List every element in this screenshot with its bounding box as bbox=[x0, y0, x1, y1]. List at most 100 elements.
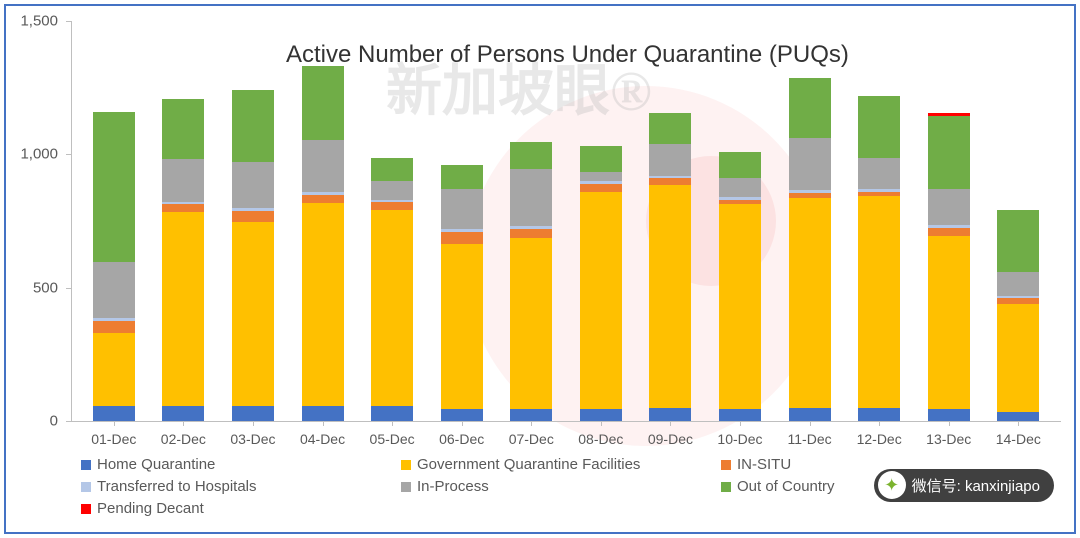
bar-segment-gqf bbox=[997, 304, 1039, 412]
bar-segment-inprocess bbox=[719, 178, 761, 197]
bar-segment-gqf bbox=[858, 196, 900, 408]
x-tick-label: 12-Dec bbox=[844, 431, 914, 447]
x-tick-label: 11-Dec bbox=[775, 431, 845, 447]
legend-item: Home Quarantine bbox=[81, 456, 371, 473]
legend-swatch bbox=[81, 504, 91, 514]
legend-label: In-Process bbox=[417, 478, 489, 495]
x-tick-label: 03-Dec bbox=[218, 431, 288, 447]
stacked-bar bbox=[649, 113, 691, 421]
legend-swatch bbox=[81, 482, 91, 492]
legend-item: Government Quarantine Facilities bbox=[401, 456, 691, 473]
y-tick-label: 500 bbox=[33, 279, 58, 296]
legend-item: Pending Decant bbox=[81, 500, 371, 517]
bar-segment-gqf bbox=[441, 244, 483, 409]
bar-segment-insitu bbox=[510, 229, 552, 238]
legend-swatch bbox=[401, 460, 411, 470]
bar-column bbox=[79, 21, 149, 421]
legend-item: Transferred to Hospitals bbox=[81, 478, 371, 495]
bar-segment-gqf bbox=[232, 222, 274, 406]
bar-segment-home bbox=[441, 409, 483, 421]
bar-segment-insitu bbox=[580, 184, 622, 192]
bar-segment-gqf bbox=[719, 204, 761, 409]
stacked-bar bbox=[441, 165, 483, 421]
bar-segment-inprocess bbox=[580, 172, 622, 181]
stacked-bar bbox=[928, 113, 970, 421]
bar-segment-insitu bbox=[928, 228, 970, 236]
bar-segment-inprocess bbox=[441, 189, 483, 229]
bar-segment-insitu bbox=[232, 211, 274, 222]
bar-column bbox=[496, 21, 566, 421]
bar-segment-outcountry bbox=[302, 66, 344, 141]
bar-segment-outcountry bbox=[441, 165, 483, 189]
bar-segment-gqf bbox=[580, 192, 622, 409]
x-tick-label: 14-Dec bbox=[984, 431, 1054, 447]
bar-segment-gqf bbox=[649, 185, 691, 408]
bar-segment-insitu bbox=[649, 178, 691, 185]
x-tick-label: 10-Dec bbox=[705, 431, 775, 447]
y-tick-label: 0 bbox=[50, 413, 58, 430]
x-axis-line bbox=[71, 421, 1061, 422]
legend-label: Pending Decant bbox=[97, 500, 204, 517]
bar-segment-home bbox=[232, 406, 274, 421]
bar-segment-gqf bbox=[928, 236, 970, 409]
stacked-bar bbox=[302, 66, 344, 421]
bar-segment-outcountry bbox=[649, 113, 691, 144]
chart-frame: 新加坡眼® Active Number of Persons Under Qua… bbox=[4, 4, 1076, 534]
bar-segment-inprocess bbox=[302, 140, 344, 192]
bar-segment-outcountry bbox=[93, 112, 135, 263]
x-tick-label: 07-Dec bbox=[496, 431, 566, 447]
bar-segment-home bbox=[649, 408, 691, 421]
bar-segment-inprocess bbox=[232, 162, 274, 209]
y-tick-label: 1,000 bbox=[20, 146, 58, 163]
bar-segment-gqf bbox=[371, 210, 413, 406]
stacked-bar bbox=[371, 158, 413, 421]
legend-label: Transferred to Hospitals bbox=[97, 478, 257, 495]
bar-segment-gqf bbox=[302, 203, 344, 406]
stacked-bar bbox=[580, 146, 622, 421]
x-tick-label: 08-Dec bbox=[566, 431, 636, 447]
bar-segment-home bbox=[858, 408, 900, 421]
bar-segment-inprocess bbox=[789, 138, 831, 190]
bars-container bbox=[71, 21, 1061, 421]
bar-column bbox=[844, 21, 914, 421]
stacked-bar bbox=[719, 152, 761, 421]
bar-segment-home bbox=[789, 408, 831, 421]
bar-segment-home bbox=[580, 409, 622, 421]
bar-segment-home bbox=[928, 409, 970, 421]
bar-segment-insitu bbox=[162, 204, 204, 212]
x-tick-label: 09-Dec bbox=[636, 431, 706, 447]
bar-column bbox=[984, 21, 1054, 421]
bar-column bbox=[705, 21, 775, 421]
bar-segment-gqf bbox=[93, 333, 135, 406]
stacked-bar bbox=[997, 210, 1039, 421]
bar-segment-insitu bbox=[441, 232, 483, 244]
bar-segment-gqf bbox=[162, 212, 204, 405]
bar-column bbox=[427, 21, 497, 421]
bar-segment-inprocess bbox=[510, 169, 552, 226]
legend-item: In-Process bbox=[401, 478, 691, 495]
bar-segment-outcountry bbox=[928, 116, 970, 189]
legend-swatch bbox=[721, 482, 731, 492]
plot-area bbox=[71, 21, 1061, 421]
x-tick-label: 01-Dec bbox=[79, 431, 149, 447]
legend-label: Out of Country bbox=[737, 478, 835, 495]
legend-label: Home Quarantine bbox=[97, 456, 215, 473]
bar-segment-outcountry bbox=[580, 146, 622, 171]
bar-segment-outcountry bbox=[789, 78, 831, 138]
bar-column bbox=[357, 21, 427, 421]
legend-swatch bbox=[81, 460, 91, 470]
wechat-icon: ✦ bbox=[878, 471, 906, 499]
bar-segment-gqf bbox=[510, 238, 552, 409]
bar-segment-home bbox=[719, 409, 761, 421]
bar-segment-insitu bbox=[371, 202, 413, 210]
x-axis-labels: 01-Dec02-Dec03-Dec04-Dec05-Dec06-Dec07-D… bbox=[71, 431, 1061, 447]
stacked-bar bbox=[232, 90, 274, 421]
stacked-bar bbox=[789, 78, 831, 421]
bar-segment-home bbox=[997, 412, 1039, 421]
bar-segment-inprocess bbox=[649, 144, 691, 176]
bar-segment-insitu bbox=[93, 321, 135, 333]
y-tick-label: 1,500 bbox=[20, 13, 58, 30]
bar-segment-home bbox=[162, 406, 204, 421]
bar-segment-inprocess bbox=[93, 262, 135, 318]
x-tick-label: 06-Dec bbox=[427, 431, 497, 447]
